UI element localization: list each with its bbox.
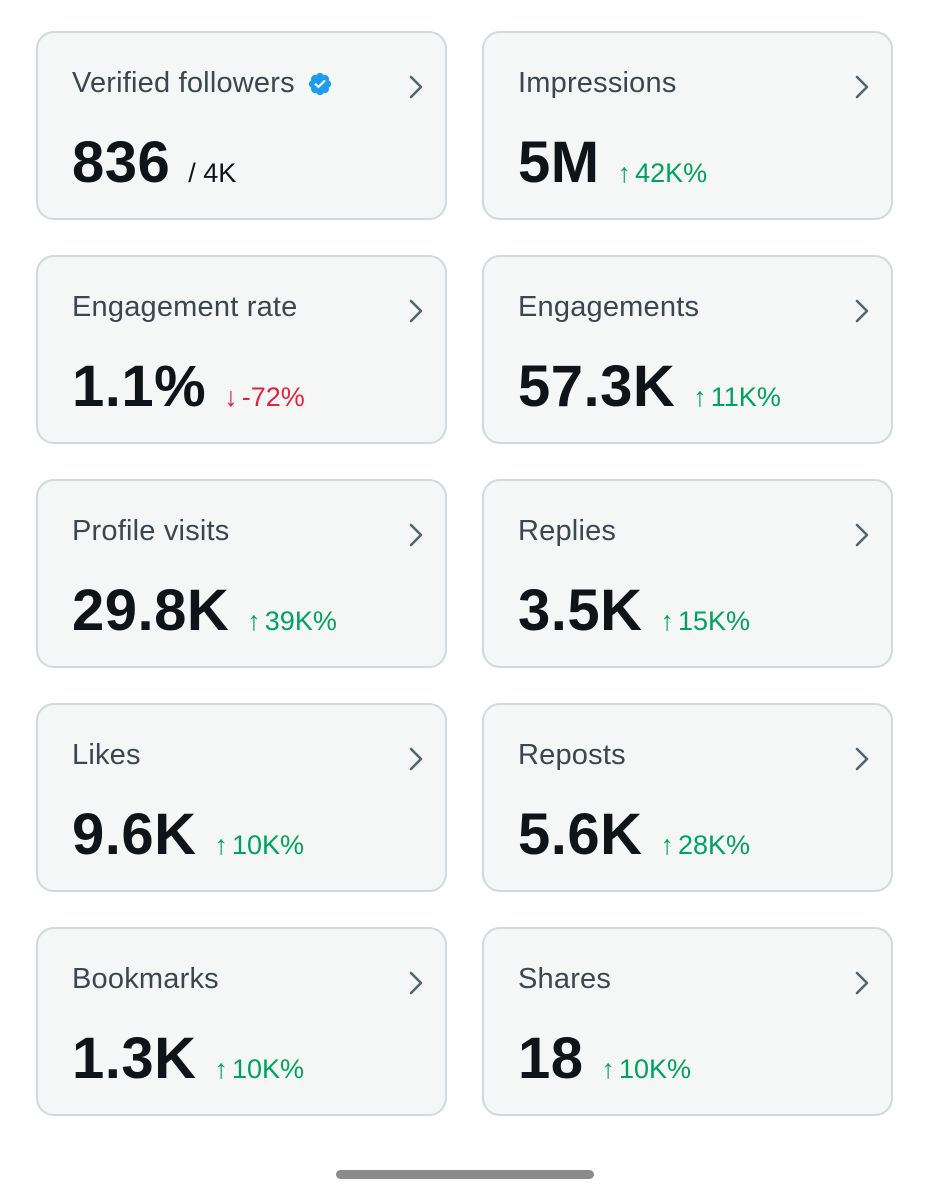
card-title: Replies <box>518 515 616 548</box>
value-row: 18 ↑ 10K% <box>518 1025 691 1092</box>
delta-value: 11K% <box>710 382 781 412</box>
metric-value: 836 <box>72 130 171 195</box>
card-title-label: Impressions <box>518 67 677 99</box>
metric-delta: ↑ 10K% <box>602 1054 692 1085</box>
arrow-down-icon: ↓ <box>224 382 238 412</box>
card-title: Engagement rate <box>72 291 297 324</box>
delta-value: 10K% <box>232 1054 305 1084</box>
card-engagements[interactable]: Engagements 57.3K ↑ 11K% <box>482 255 893 444</box>
chevron-right-icon[interactable] <box>405 745 427 773</box>
card-title-label: Verified followers <box>72 67 295 99</box>
card-title: Impressions <box>518 67 677 100</box>
metric-value: 1.1% <box>72 354 207 419</box>
home-indicator-bar[interactable] <box>336 1170 594 1179</box>
card-title-label: Reposts <box>518 739 626 771</box>
metric-delta: ↑ 11K% <box>693 382 781 413</box>
card-title-label: Engagements <box>518 291 700 323</box>
value-row: 5.6K ↑ 28K% <box>518 801 750 868</box>
delta-value: 42K% <box>635 158 708 188</box>
value-row: 1.3K ↑ 10K% <box>72 1025 304 1092</box>
chevron-right-icon[interactable] <box>851 73 873 101</box>
metric-value: 57.3K <box>518 354 676 419</box>
chevron-right-icon[interactable] <box>405 297 427 325</box>
chevron-right-icon[interactable] <box>405 73 427 101</box>
metric-value: 5M <box>518 130 600 195</box>
chevron-right-icon[interactable] <box>851 969 873 997</box>
metric-total: / 4K <box>188 158 237 188</box>
arrow-up-icon: ↑ <box>660 830 675 860</box>
card-title: Profile visits <box>72 515 230 548</box>
metric-delta: ↑ 28K% <box>661 830 751 861</box>
arrow-up-icon: ↑ <box>617 158 632 188</box>
metric-value: 1.3K <box>72 1026 197 1091</box>
metric-value: 29.8K <box>72 578 230 643</box>
value-row: 9.6K ↑ 10K% <box>72 801 304 868</box>
card-impressions[interactable]: Impressions 5M ↑ 42K% <box>482 31 893 220</box>
chevron-right-icon[interactable] <box>405 521 427 549</box>
verified-badge-icon <box>308 72 331 95</box>
card-title-label: Bookmarks <box>72 963 219 995</box>
card-replies[interactable]: Replies 3.5K ↑ 15K% <box>482 479 893 668</box>
card-title: Bookmarks <box>72 963 219 996</box>
card-title: Shares <box>518 963 611 996</box>
delta-value: 10K% <box>232 830 305 860</box>
arrow-up-icon: ↑ <box>601 1054 616 1084</box>
metric-value: 9.6K <box>72 802 197 867</box>
chevron-right-icon[interactable] <box>405 969 427 997</box>
value-row: 57.3K ↑ 11K% <box>518 353 781 420</box>
arrow-up-icon: ↑ <box>247 606 261 636</box>
value-row: 1.1% ↓ -72% <box>72 353 305 420</box>
chevron-right-icon[interactable] <box>851 745 873 773</box>
card-bookmarks[interactable]: Bookmarks 1.3K ↑ 10K% <box>36 927 447 1116</box>
card-title-label: Replies <box>518 515 617 547</box>
metric-delta: ↑ 39K% <box>247 606 337 637</box>
card-likes[interactable]: Likes 9.6K ↑ 10K% <box>36 703 447 892</box>
card-reposts[interactable]: Reposts 5.6K ↑ 28K% <box>482 703 893 892</box>
delta-value: 28K% <box>678 830 751 860</box>
value-row: 5M ↑ 42K% <box>518 129 707 196</box>
card-title: Engagements <box>518 291 699 324</box>
metric-value: 3.5K <box>518 578 643 643</box>
delta-value: 39K% <box>264 606 337 636</box>
delta-value: 15K% <box>678 606 751 636</box>
arrow-up-icon: ↑ <box>214 1054 229 1084</box>
arrow-up-icon: ↑ <box>693 382 707 412</box>
metric-delta: ↑ 10K% <box>215 830 305 861</box>
metric-value: 5.6K <box>518 802 643 867</box>
value-row: 3.5K ↑ 15K% <box>518 577 750 644</box>
card-shares[interactable]: Shares 18 ↑ 10K% <box>482 927 893 1116</box>
card-title: Reposts <box>518 739 626 772</box>
card-title: Likes <box>72 739 141 772</box>
arrow-up-icon: ↑ <box>660 606 675 636</box>
card-title-label: Profile visits <box>72 515 230 547</box>
delta-value: -72% <box>241 382 305 412</box>
card-title: Verified followers <box>72 67 333 100</box>
card-title-label: Likes <box>72 739 141 771</box>
metric-delta: ↑ 42K% <box>618 158 708 189</box>
metrics-grid: Verified followers 836 / 4K Impressions … <box>36 31 893 1116</box>
metric-delta: ↑ 15K% <box>661 606 751 637</box>
card-engagement-rate[interactable]: Engagement rate 1.1% ↓ -72% <box>36 255 447 444</box>
value-row: 29.8K ↑ 39K% <box>72 577 337 644</box>
delta-value: 10K% <box>619 1054 692 1084</box>
metric-value: 18 <box>518 1026 584 1091</box>
arrow-up-icon: ↑ <box>214 830 229 860</box>
value-row: 836 / 4K <box>72 129 236 196</box>
metric-delta: ↓ -72% <box>224 382 305 413</box>
metric-delta: ↑ 10K% <box>215 1054 305 1085</box>
chevron-right-icon[interactable] <box>851 297 873 325</box>
chevron-right-icon[interactable] <box>851 521 873 549</box>
card-profile-visits[interactable]: Profile visits 29.8K ↑ 39K% <box>36 479 447 668</box>
card-title-label: Engagement rate <box>72 291 298 323</box>
card-verified-followers[interactable]: Verified followers 836 / 4K <box>36 31 447 220</box>
card-title-label: Shares <box>518 963 612 995</box>
